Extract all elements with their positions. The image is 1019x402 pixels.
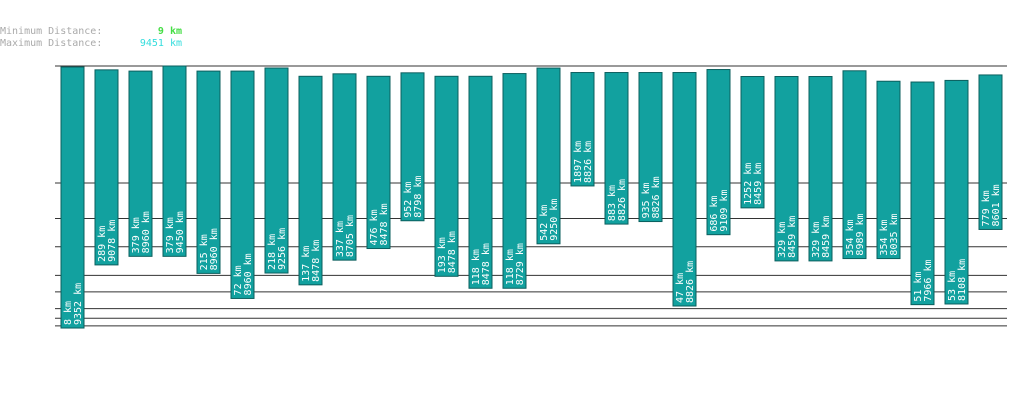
- bar: [570, 72, 595, 187]
- min-label: 354 km: [845, 219, 856, 255]
- min-label: 329 km: [811, 222, 822, 258]
- max-label: 8826 km: [685, 261, 696, 303]
- max-label: Maximum Distance:: [0, 38, 102, 49]
- min-label: 952 km: [403, 182, 414, 218]
- bar: [264, 67, 289, 274]
- min-label: 53 km: [947, 271, 958, 301]
- min-label: 379 km: [165, 217, 176, 253]
- max-label: 8960 km: [141, 211, 152, 253]
- bar: [298, 75, 323, 286]
- bar: [502, 73, 527, 289]
- bar: [196, 70, 221, 274]
- bar: [706, 69, 731, 236]
- bar: [672, 72, 697, 307]
- bar: [910, 81, 935, 306]
- max-label: 8478 km: [481, 243, 492, 285]
- min-label: 118 km: [471, 249, 482, 285]
- min-label: 118 km: [505, 249, 516, 285]
- max-label: 8989 km: [855, 213, 866, 255]
- min-label: 935 km: [641, 182, 652, 218]
- min-label: 686 km: [709, 196, 720, 232]
- max-label: 8108 km: [957, 259, 968, 301]
- min-label: 72 km: [233, 265, 244, 295]
- max-label: 9256 km: [277, 228, 288, 270]
- max-label: 8601 km: [991, 184, 1002, 226]
- max-label: 9078 km: [107, 220, 118, 262]
- max-label: 8459 km: [821, 216, 832, 258]
- bar: [332, 73, 357, 261]
- min-label: 47 km: [675, 273, 686, 303]
- min-label: 8 km: [63, 301, 74, 325]
- min-label: 218 km: [267, 234, 278, 270]
- max-label: 8729 km: [515, 243, 526, 285]
- bar: [808, 76, 833, 262]
- max-label: 8459 km: [787, 216, 798, 258]
- min-label: 215 km: [199, 234, 210, 270]
- bar: [842, 70, 867, 260]
- max-label: 8826 km: [651, 176, 662, 218]
- max-label: 9352 km: [73, 283, 84, 325]
- max-label: 8826 km: [583, 141, 594, 183]
- min-label: 476 km: [369, 209, 380, 245]
- bar: [740, 76, 765, 209]
- max-label: 8960 km: [209, 228, 220, 270]
- max-label: 8478 km: [379, 203, 390, 245]
- min-label: 1897 km: [573, 141, 584, 183]
- max-label: 8826 km: [617, 179, 628, 221]
- max-label: 7966 km: [923, 259, 934, 301]
- max-label: 9250 km: [549, 199, 560, 241]
- min-label: 542 km: [539, 205, 550, 241]
- min-label: 883 km: [607, 185, 618, 221]
- bar: [230, 70, 255, 299]
- bar: [774, 76, 799, 262]
- min-label: 379 km: [131, 217, 142, 253]
- min-label: 329 km: [777, 222, 788, 258]
- max-label: 8478 km: [311, 240, 322, 282]
- min-label: Minimum Distance:: [0, 26, 102, 37]
- max-label: 9109 km: [719, 190, 730, 232]
- min-label: 289 km: [97, 226, 108, 262]
- bar: [604, 72, 629, 225]
- max-label: 8960 km: [243, 253, 254, 295]
- max-label: 9450 km: [175, 211, 186, 253]
- min-label: 354 km: [879, 219, 890, 255]
- min-label: 779 km: [981, 190, 992, 226]
- max-label: 8798 km: [413, 176, 424, 218]
- min-label: 51 km: [913, 272, 924, 302]
- bar: [876, 80, 901, 260]
- min-label: 1252 km: [743, 163, 754, 205]
- min-label: 337 km: [335, 221, 346, 257]
- bar: [536, 67, 561, 245]
- bar: [400, 72, 425, 222]
- bar: [978, 74, 1003, 230]
- bar: [468, 75, 493, 289]
- bar: [60, 66, 85, 329]
- max-label: 8035 km: [889, 213, 900, 255]
- bar: [366, 75, 391, 250]
- min-label: 193 km: [437, 237, 448, 273]
- bar: [944, 79, 969, 305]
- bar: [638, 72, 663, 223]
- bar: [162, 65, 187, 257]
- max-label: 8705 km: [345, 215, 356, 257]
- max-label: 8459 km: [753, 163, 764, 205]
- max-value: 9451 km: [140, 38, 182, 49]
- min-label: 137 km: [301, 246, 312, 282]
- bar: [434, 75, 459, 277]
- bar: [94, 69, 119, 266]
- max-label: 8478 km: [447, 231, 458, 273]
- min-value: 9 km: [158, 26, 182, 37]
- bar: [128, 70, 153, 257]
